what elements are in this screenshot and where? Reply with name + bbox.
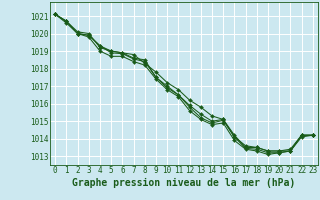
X-axis label: Graphe pression niveau de la mer (hPa): Graphe pression niveau de la mer (hPa) <box>72 178 296 188</box>
